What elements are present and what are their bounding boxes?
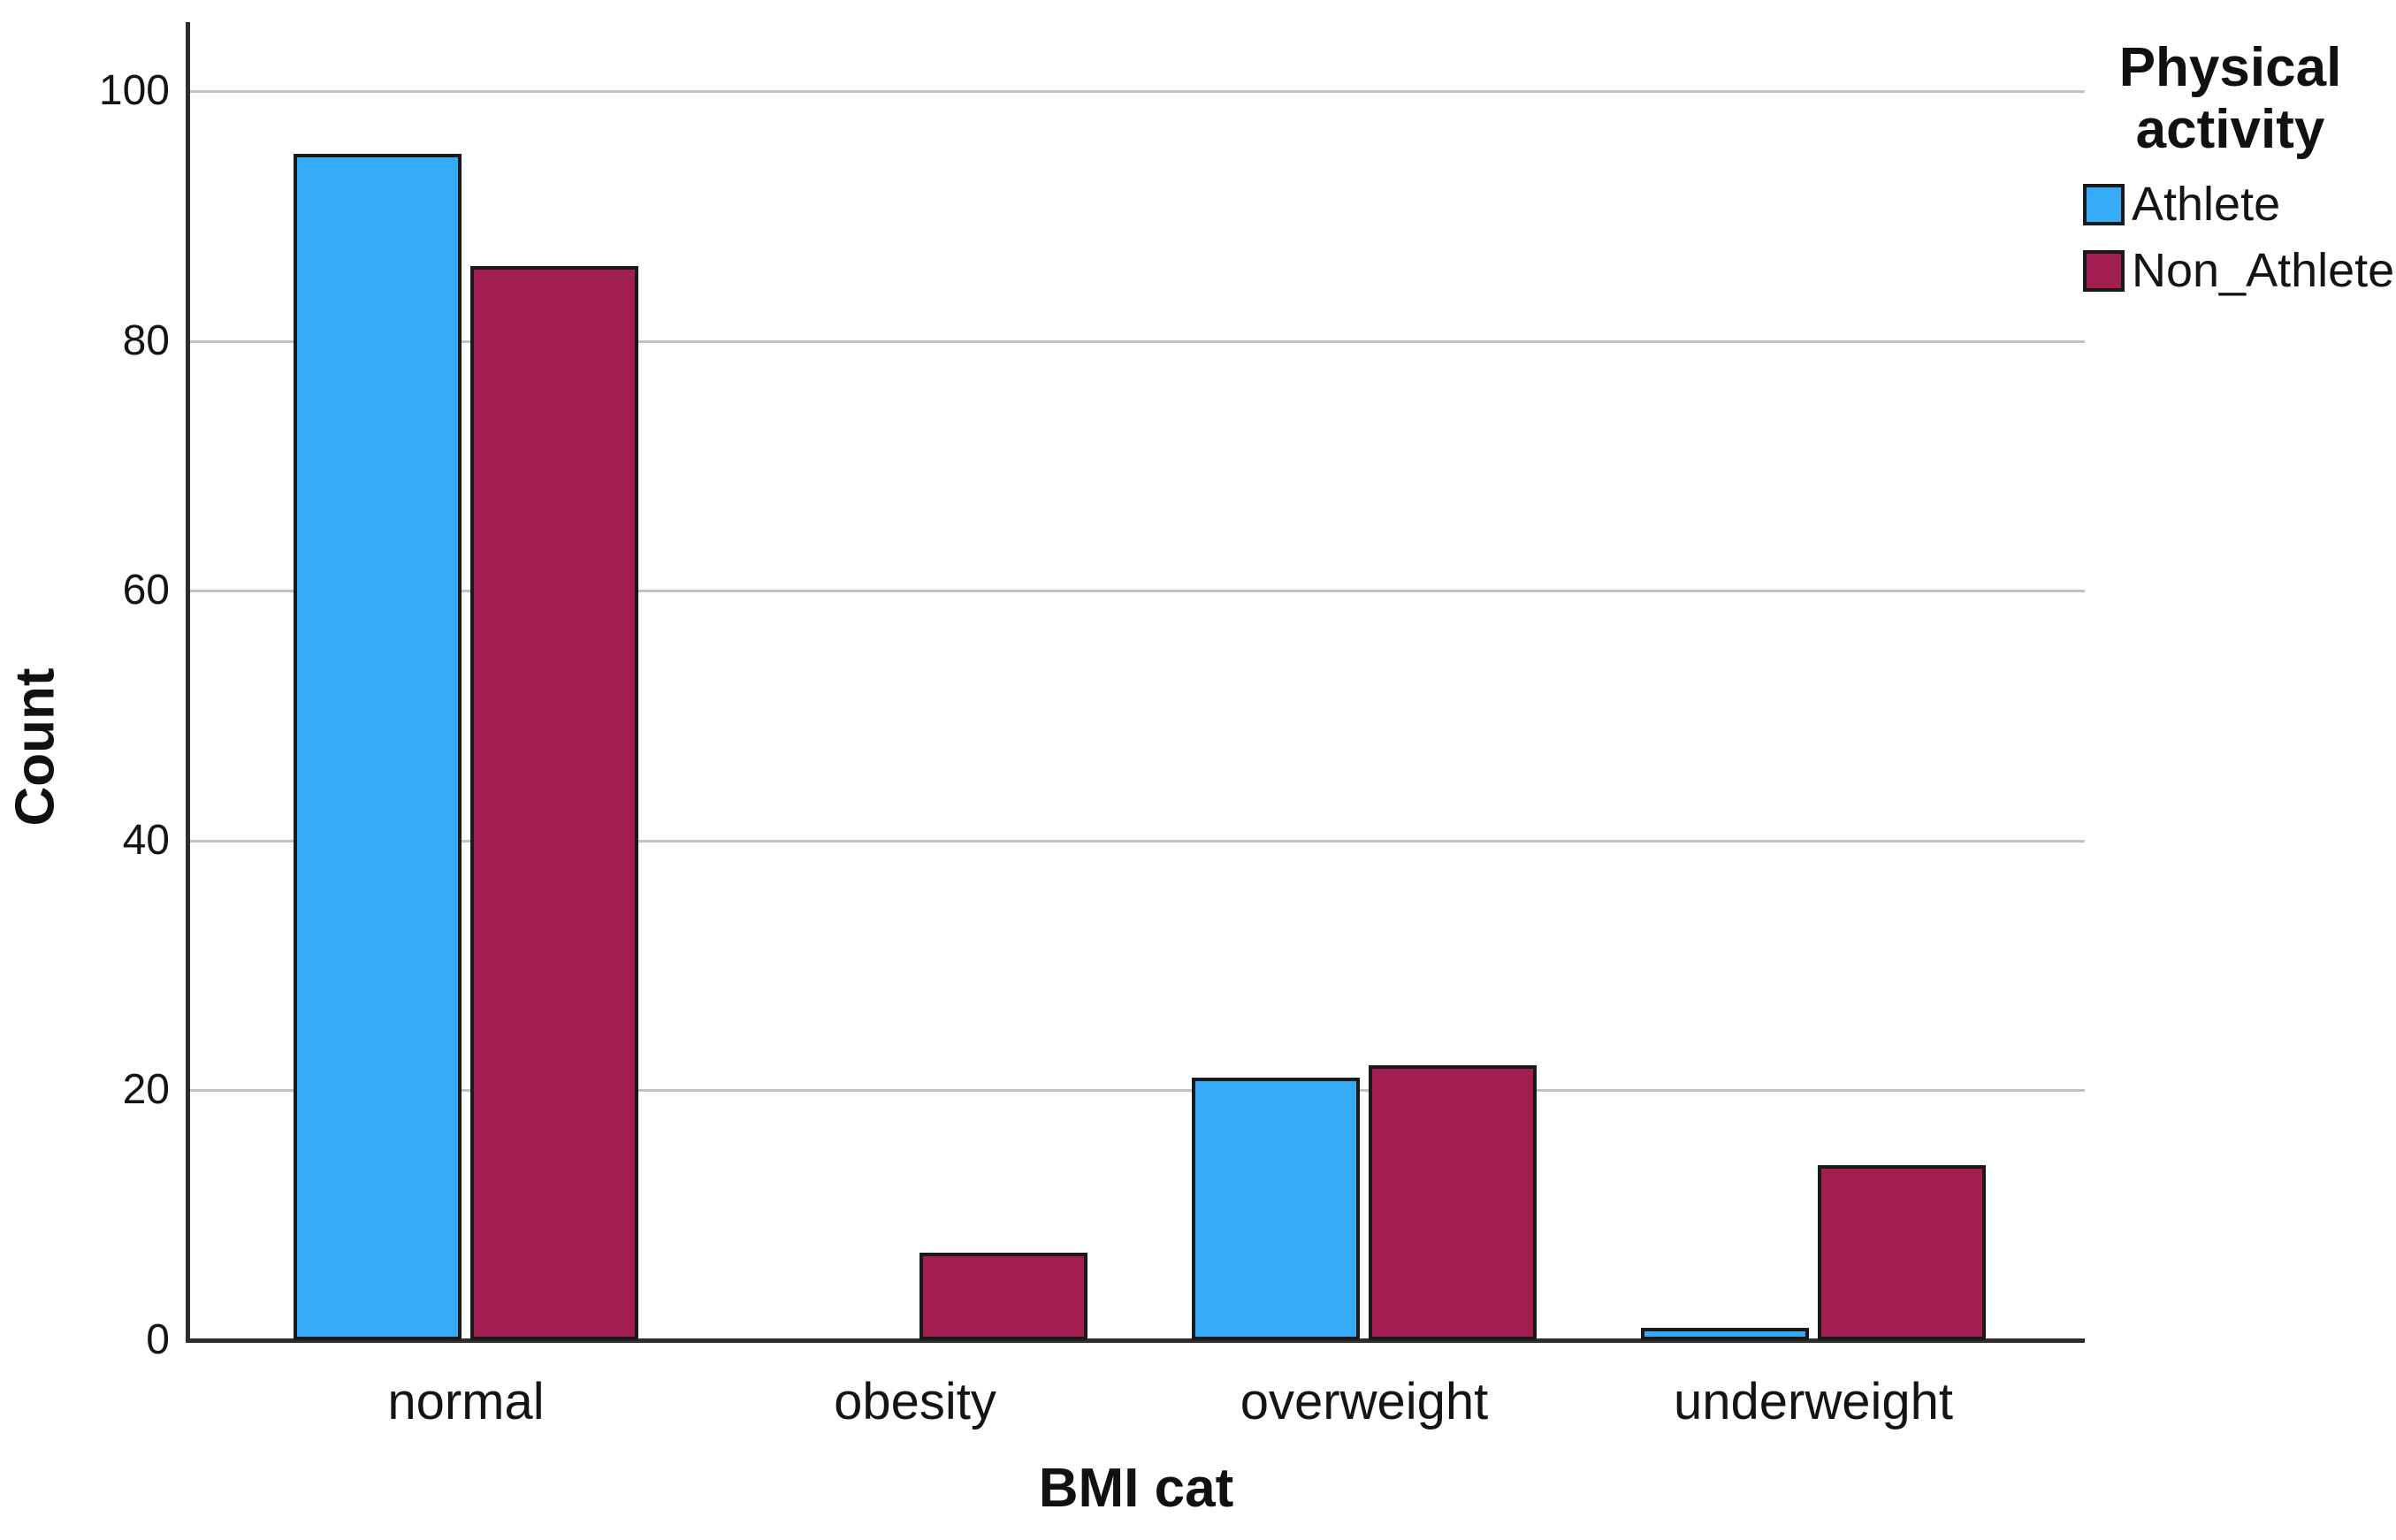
legend-swatch-non_athlete [2083,249,2125,292]
bar-group-obesity [691,1253,1140,1340]
legend-item-non_athlete: Non_Athlete [2083,243,2394,298]
x-axis-title: BMI cat [1038,1458,1234,1519]
x-axis-line [186,1338,2085,1343]
category-label-normal: normal [387,1373,545,1430]
category-label-overweight: overweight [1240,1373,1489,1430]
y-tick-label-100: 100 [98,67,170,114]
legend-label-athlete: Athlete [2132,178,2281,231]
y-tick-label-60: 60 [122,567,170,614]
legend-item-athlete: Athlete [2083,177,2394,232]
legend-title: Physical activity [2118,37,2342,160]
y-tick-label-20: 20 [122,1066,170,1114]
gridline-20 [190,1089,2085,1093]
bar-group-normal [241,154,691,1340]
category-label-obesity: obesity [834,1373,996,1430]
bar-non_athlete-underweight [1818,1165,1986,1340]
bar-non_athlete-obesity [919,1253,1087,1340]
y-tick-label-0: 0 [146,1316,170,1363]
bar-non_athlete-normal [470,266,638,1340]
gridline-40 [190,839,2085,842]
bar-athlete-underweight [1641,1328,1809,1340]
y-axis-title: Count [4,667,66,827]
bar-group-underweight [1589,1165,2038,1340]
y-tick-label-80: 80 [122,316,170,364]
bar-non_athlete-overweight [1369,1065,1537,1340]
gridline-60 [190,590,2085,593]
y-axis-line [186,22,190,1342]
category-label-underweight: underweight [1674,1373,1953,1430]
bar-athlete-normal [294,154,462,1340]
legend-swatch-athlete [2083,183,2125,225]
bar-group-overweight [1140,1065,1589,1340]
legend-label-non_athlete: Non_Athlete [2132,244,2395,297]
gridline-80 [190,339,2085,343]
legend: Athlete Non_Athlete [2083,177,2394,298]
bar-athlete-overweight [1192,1078,1360,1340]
gridline-100 [190,90,2085,93]
y-tick-label-40: 40 [122,816,170,864]
